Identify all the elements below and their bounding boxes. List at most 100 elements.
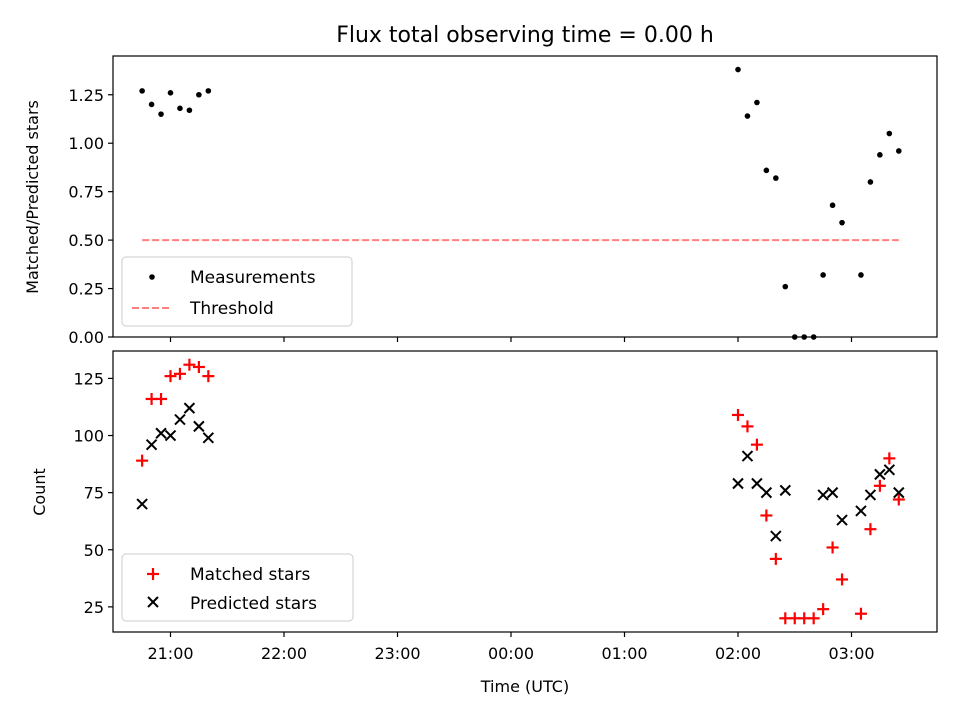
predicted-stars-point [741,450,754,462]
predicted-stars-point [202,432,215,444]
predicted-stars-point [779,484,791,497]
legend-matched-label: Matched stars [190,565,310,585]
top-y-axis-label: Matched/Predicted stars [23,100,42,294]
predicted-stars-point [874,468,886,481]
measurement-point [205,88,212,94]
matched-stars-point [826,541,839,554]
measurement-point [886,130,893,137]
top-legend: Measurements Threshold [121,256,353,327]
predicted-stars-point [136,498,148,510]
bottom-x-axis: 21:00 22:00 23:00 00:00 01:00 02:00 03:00 [147,632,875,663]
measurement-point [763,167,770,174]
x-tick-label: 03:00 [828,644,874,663]
predicted-stars-point [893,486,905,499]
matched-stars-point [892,493,905,506]
top-y-axis: 0.00 0.25 0.50 0.75 1.00 1.25 [68,86,113,347]
measurement-point [167,90,174,96]
top-plot-area [139,66,902,340]
predicted-stars-point [760,486,773,499]
measurement-point [754,99,760,106]
bottom-panel: 25 50 75 100 125 21:00 22:00 23:00 00:00 01:00 02… [30,350,938,696]
predicted-stars-point [817,489,829,501]
matched-stars-point [760,509,773,522]
predicted-stars-point [732,477,744,490]
bottom-y-tick-label: 50 [84,541,104,560]
predicted-stars-point [836,514,848,526]
predicted-stars-point [174,413,186,426]
predicted-stars-point [164,429,177,442]
matched-stars-point [883,452,896,465]
bottom-legend-box [121,553,354,622]
predicted-stars-point [183,402,196,414]
matched-stars-point [192,360,205,373]
measurement-point [839,219,845,226]
predicted-stars-point [770,530,782,542]
measurement-point [782,283,789,290]
matched-stars-point [183,358,196,371]
legend-predicted-label: Predicted stars [190,594,317,614]
legend-predicted-marker [147,596,159,608]
top-y-tick-label: 0.25 [68,280,104,299]
measurement-point [895,148,902,154]
x-axis-label: Time (UTC) [480,677,569,696]
matched-stars-point [741,420,754,433]
predicted-stars-point [855,505,867,517]
measurement-point [158,111,164,117]
measurement-point [867,179,874,185]
matched-stars-point [173,367,186,380]
bottom-axes-frame [112,350,938,633]
measurement-point [186,107,193,114]
measurement-point [196,91,202,98]
matched-stars-point [155,392,168,405]
bottom-y-axis: 25 50 75 100 125 [73,369,113,617]
matched-stars-point [769,552,782,565]
measurement-point [820,272,826,278]
matched-stars-point [136,454,149,467]
top-y-tick-label: 1.25 [68,86,104,105]
matched-stars-point [732,408,744,421]
top-y-tick-label: 1.00 [68,134,104,153]
top-y-tick-label: 0.75 [68,183,104,202]
matched-stars-point [836,573,849,586]
measurement-point [735,66,741,73]
legend-measurements-label: Measurements [190,268,316,288]
matched-stars-point [854,607,867,620]
bottom-y-tick-label: 125 [73,369,104,388]
matched-stars-point [202,370,215,383]
measurement-point [829,202,836,209]
predicted-stars-point [193,420,205,433]
measurement-point [148,101,155,108]
x-tick-label: 02:00 [715,644,761,663]
top-panel: Flux total observing time = 0.00 h 0.000… [23,23,938,347]
bottom-y-axis-label: Count [30,468,49,516]
bottom-plot-area [136,358,905,625]
legend-threshold-label: Threshold [189,299,274,319]
predicted-stars-point [751,477,763,490]
predicted-stars-point [864,489,877,501]
predicted-stars-point [145,438,158,451]
x-tick-label: 00:00 [488,644,534,663]
top-y-tick-label: 0.50 [68,231,104,250]
x-tick-label: 21:00 [147,644,193,663]
measurement-point [139,88,145,94]
top-y-tick-label: 0.00 [68,328,104,347]
top-legend-box [121,256,353,327]
matched-stars-point [750,438,763,451]
predicted-stars-point [826,486,839,499]
x-tick-label: 01:00 [601,644,647,663]
measurement-point [858,272,864,278]
predicted-stars-point [155,427,167,439]
matched-stars-point [164,370,177,383]
bottom-y-tick-label: 100 [73,427,104,446]
chart-title: Flux total observing time = 0.00 h [336,23,714,48]
matched-stars-point [817,603,830,616]
top-axes-frame [112,55,938,338]
measurement-point [773,175,779,181]
x-tick-label: 22:00 [261,644,307,663]
x-tick-label: 23:00 [374,644,420,663]
measurement-point [877,152,883,158]
top-x-ticks [169,337,853,342]
matched-stars-point [807,612,820,625]
legend-matched-marker [147,568,159,580]
